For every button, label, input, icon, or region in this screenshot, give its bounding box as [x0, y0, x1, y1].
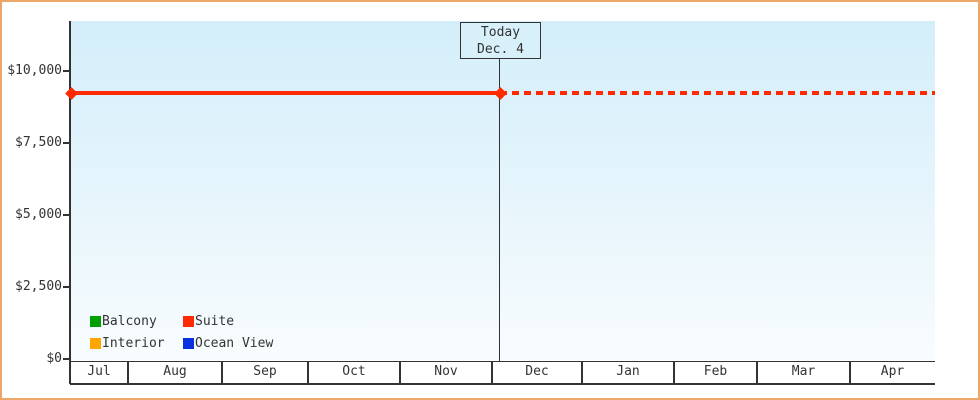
legend-item-interior: Interior — [90, 332, 183, 354]
today-vertical-line — [499, 58, 500, 361]
legend-swatch-suite — [183, 315, 194, 327]
plot-area — [71, 21, 935, 360]
legend-item-balcony: Balcony — [90, 310, 183, 332]
month-divider — [127, 361, 129, 384]
legend-item-ocean-view: Ocean View — [183, 332, 273, 354]
today-label-box: Today Dec. 4 — [460, 22, 541, 59]
x-axis-top-line — [70, 361, 935, 362]
month-label-nov: Nov — [434, 364, 458, 379]
legend-item-suite: Suite — [183, 310, 273, 332]
month-divider — [69, 361, 71, 384]
y-axis-tick-label: $7,500 — [15, 135, 62, 150]
month-label-jul: Jul — [87, 364, 111, 379]
x-axis-bottom-line — [70, 383, 935, 385]
y-axis-tick — [63, 70, 70, 72]
suite-price-line-forecast-dashed — [500, 91, 935, 95]
today-date-label: Dec. 4 — [477, 41, 524, 57]
month-divider — [581, 361, 583, 384]
y-axis-tick — [63, 358, 70, 360]
month-label-mar: Mar — [791, 364, 816, 379]
month-label-oct: Oct — [342, 364, 366, 379]
suite-price-line-solid — [71, 91, 500, 95]
month-divider — [221, 361, 223, 384]
legend-swatch-interior — [90, 337, 101, 349]
legend-swatch-balcony — [90, 315, 101, 327]
month-divider — [491, 361, 493, 384]
chart-legend: Balcony Suite Interior Ocean View — [90, 310, 273, 354]
y-axis-tick-label: $5,000 — [15, 207, 62, 222]
y-axis-tick-label: $10,000 — [7, 63, 62, 78]
month-label-apr: Apr — [880, 364, 905, 379]
legend-swatch-ocean-view — [183, 337, 194, 349]
legend-label: Interior — [102, 335, 165, 351]
y-axis-tick-label: $2,500 — [15, 279, 62, 294]
y-axis-tick — [63, 142, 70, 144]
legend-label: Balcony — [102, 313, 157, 329]
month-divider — [849, 361, 851, 384]
today-label: Today — [480, 24, 521, 40]
month-divider — [307, 361, 309, 384]
month-label-jan: Jan — [616, 364, 640, 379]
month-divider — [399, 361, 401, 384]
month-label-dec: Dec — [525, 364, 549, 379]
month-label-sep: Sep — [253, 364, 277, 379]
legend-label: Suite — [195, 313, 235, 329]
month-divider — [673, 361, 675, 384]
legend-label: Ocean View — [195, 335, 274, 351]
month-label-feb: Feb — [703, 364, 728, 379]
month-label-aug: Aug — [163, 364, 187, 379]
y-axis-tick — [63, 286, 70, 288]
y-axis-line — [69, 21, 71, 361]
y-axis-tick — [63, 214, 70, 216]
y-axis-tick-label: $0 — [46, 351, 62, 366]
month-divider — [756, 361, 758, 384]
